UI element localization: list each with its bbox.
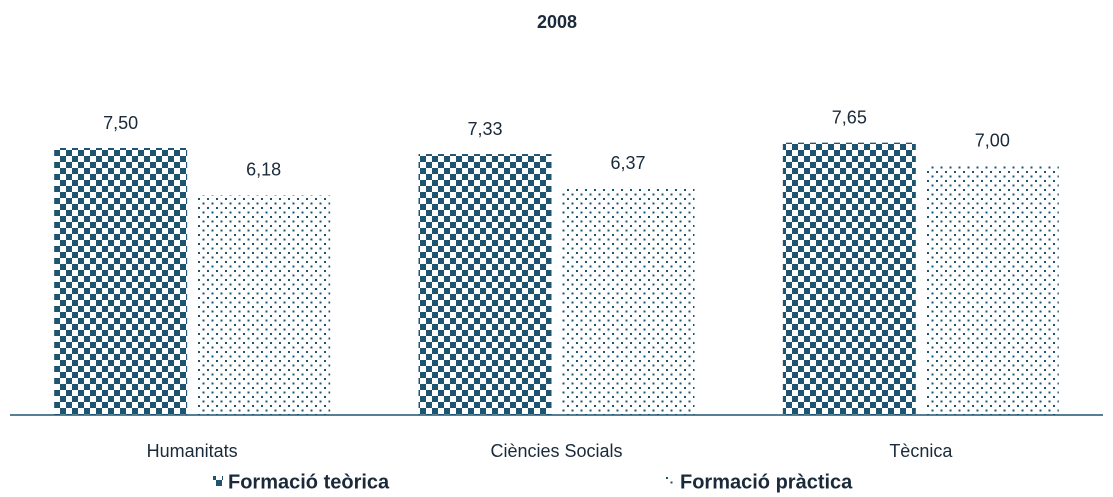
- bar: [54, 148, 188, 415]
- bar: [418, 154, 552, 415]
- value-label: 7,00: [975, 131, 1010, 151]
- value-label: 7,33: [467, 119, 502, 139]
- bar: [782, 142, 916, 415]
- bar: [197, 194, 331, 415]
- value-label: 6,18: [246, 160, 281, 180]
- x-tick-label: Ciències Socials: [490, 441, 622, 461]
- x-tick-label: Tècnica: [889, 441, 953, 461]
- value-label: 7,65: [832, 107, 867, 127]
- legend-swatch: [213, 476, 223, 486]
- legend-swatch: [665, 476, 675, 486]
- x-tick-label: Humanitats: [147, 441, 238, 461]
- value-label: 6,37: [610, 153, 645, 173]
- chart-title: 2008: [537, 12, 577, 32]
- legend-label: Formació teòrica: [228, 471, 390, 493]
- bar: [925, 165, 1059, 415]
- value-label: 7,50: [103, 113, 138, 133]
- bar: [561, 188, 695, 415]
- legend-label: Formació pràctica: [680, 471, 853, 493]
